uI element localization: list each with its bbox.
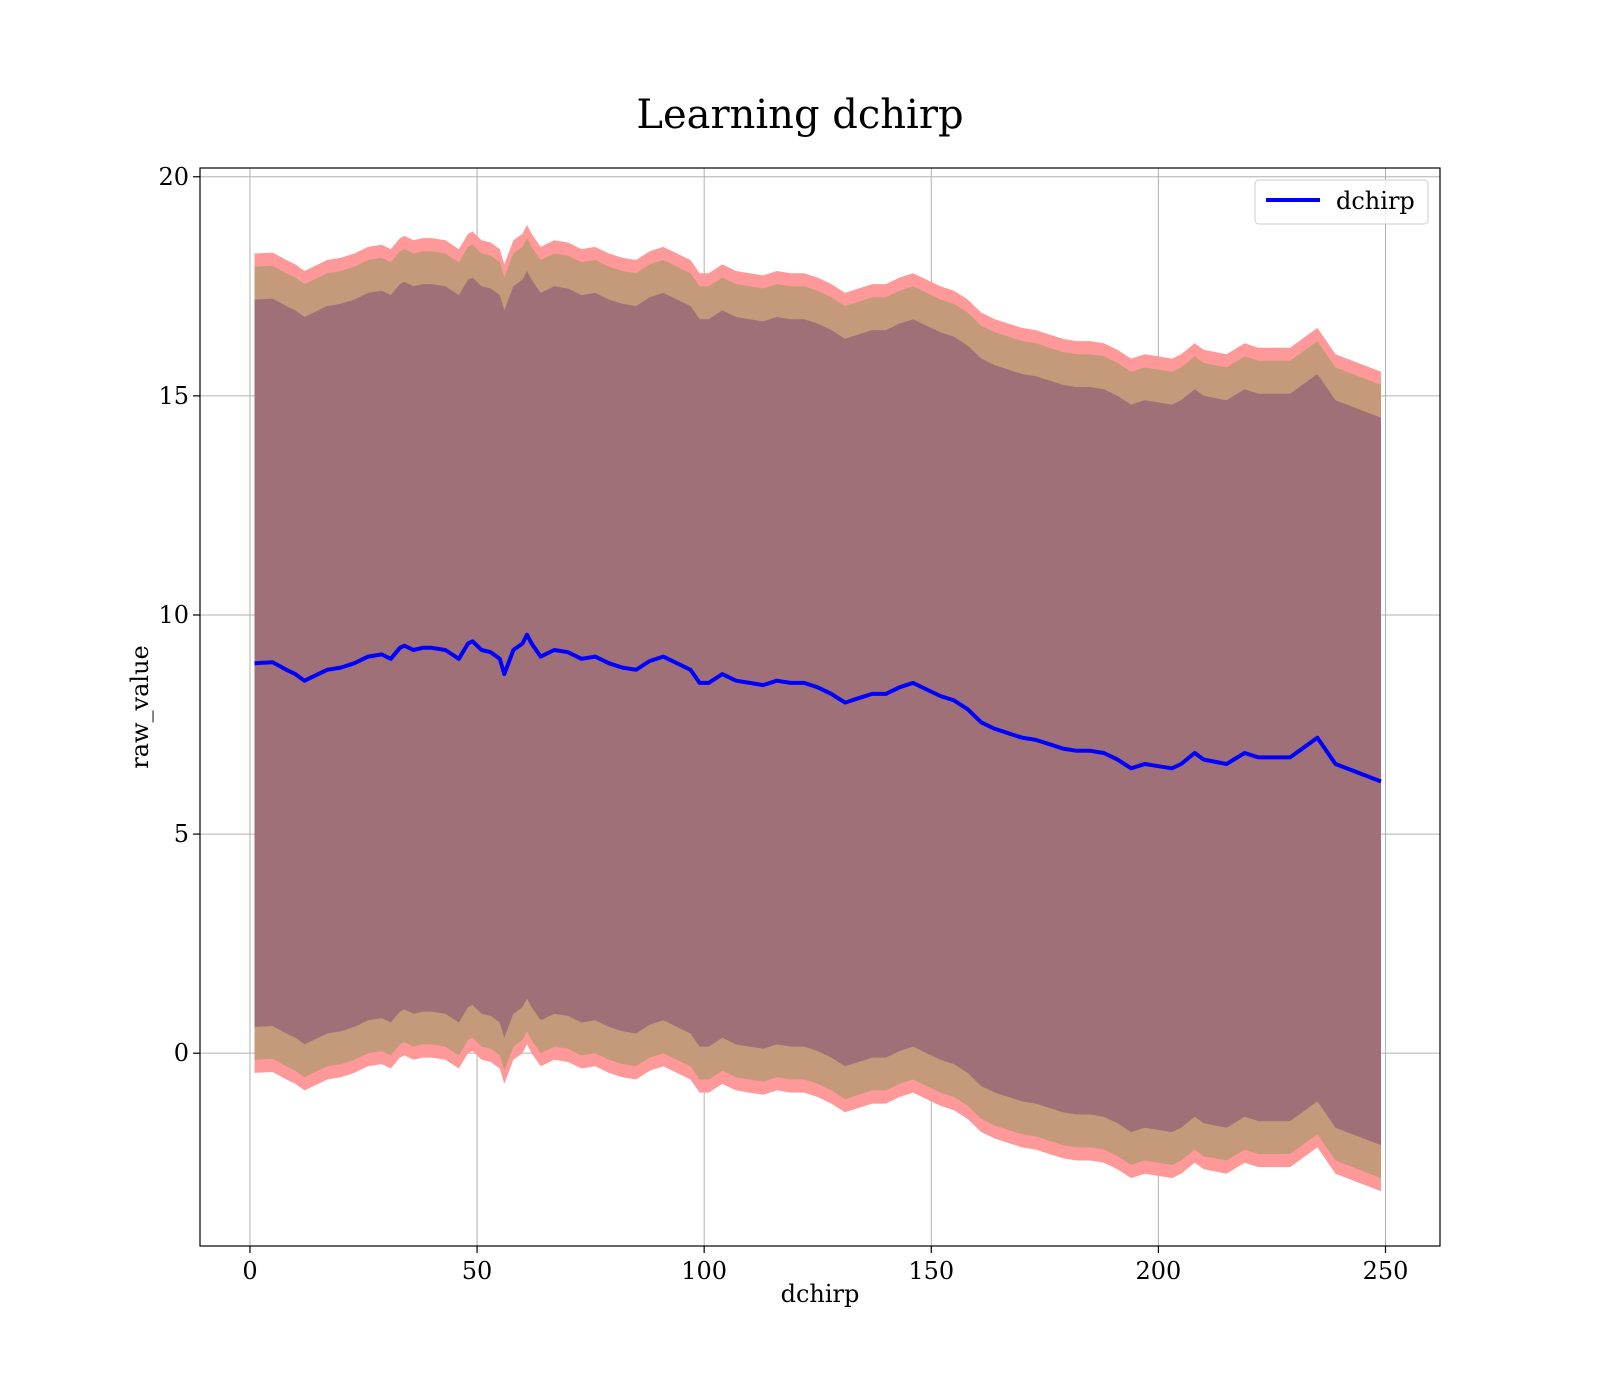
line-layer (254, 632, 1382, 784)
y-tick-label: 10 (158, 601, 189, 629)
legend: dchirp (1254, 179, 1429, 225)
axes-frame (199, 167, 1441, 1247)
y-axis-ticks: 0 5 10 15 20 (158, 163, 200, 1067)
y-axis-label: raw_value (126, 645, 154, 769)
x-axis-label: dchirp (781, 1280, 860, 1308)
y-tick-label: 20 (158, 163, 189, 191)
x-tick-label: 100 (681, 1257, 727, 1285)
y-tick-label: 0 (174, 1039, 189, 1067)
series-line-dchirp (254, 632, 1382, 784)
chart-title: Learning dchirp (636, 92, 963, 138)
y-tick-label: 5 (174, 820, 189, 848)
x-tick-label: 0 (242, 1257, 257, 1285)
legend-label: dchirp (1336, 187, 1415, 215)
x-tick-label: 50 (462, 1257, 493, 1285)
inner-band (254, 271, 1381, 1146)
x-tick-label: 200 (1135, 1257, 1181, 1285)
x-tick-label: 150 (908, 1257, 954, 1285)
y-tick-label: 15 (158, 382, 189, 410)
legend-box (1254, 179, 1429, 225)
x-tick-label: 250 (1363, 1257, 1409, 1285)
x-axis-ticks: 0 50 100 150 200 250 (242, 1246, 1408, 1285)
band-layer (254, 225, 1381, 1192)
